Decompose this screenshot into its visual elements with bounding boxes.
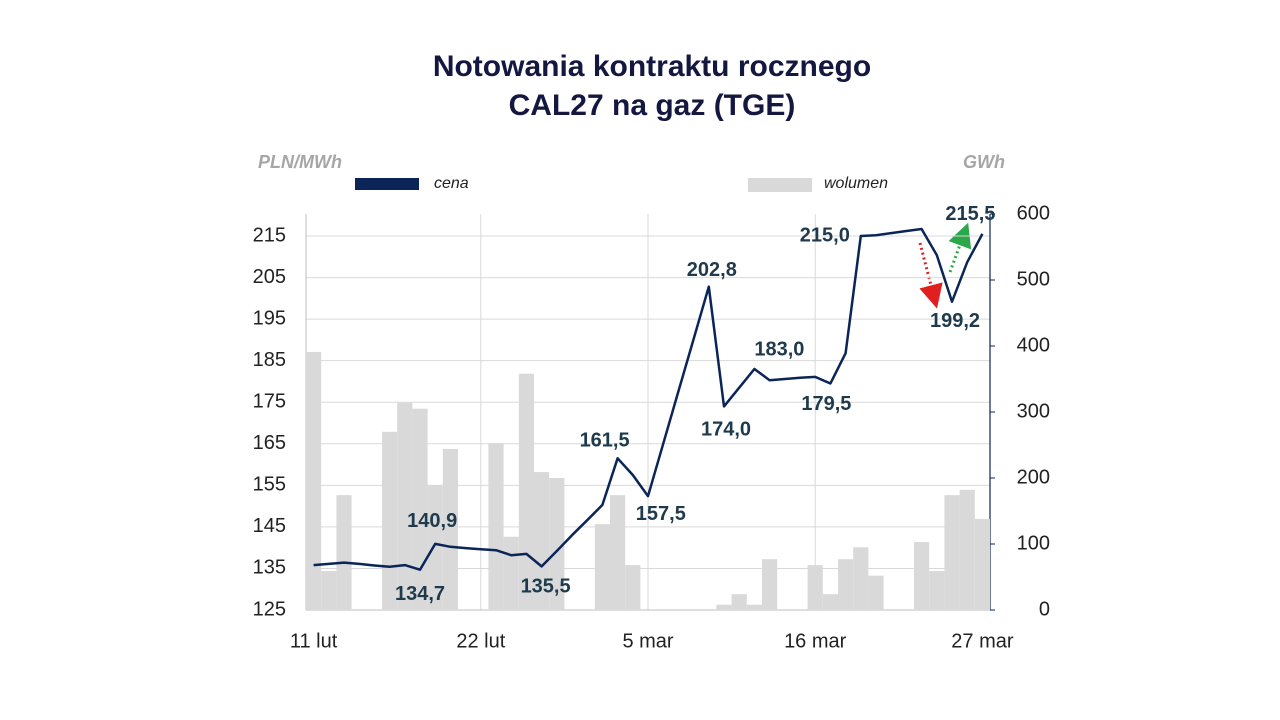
data-label: 134,7 bbox=[395, 583, 445, 605]
volume-bar bbox=[944, 495, 960, 610]
volume-bar bbox=[929, 571, 945, 610]
data-label: 179,5 bbox=[801, 393, 851, 415]
y2-tick-label: 500 bbox=[1017, 268, 1050, 290]
volume-bar bbox=[488, 443, 504, 610]
volume-bar bbox=[427, 485, 443, 610]
y-axis-title: PLN/MWh bbox=[258, 152, 342, 172]
data-label: 140,9 bbox=[407, 510, 457, 532]
y-tick-label: 145 bbox=[253, 515, 286, 537]
y2-tick-label: 300 bbox=[1017, 400, 1050, 422]
volume-bar bbox=[412, 408, 428, 610]
volume-bar bbox=[594, 524, 610, 610]
volume-bar bbox=[321, 571, 337, 610]
y-tick-label: 125 bbox=[253, 598, 286, 620]
volume-bar bbox=[503, 536, 519, 610]
x-tick-label: 22 lut bbox=[456, 630, 505, 652]
y-tick-label: 195 bbox=[253, 307, 286, 329]
volume-bar bbox=[336, 495, 352, 610]
volume-bar bbox=[914, 542, 930, 610]
volume-bar bbox=[610, 495, 626, 610]
volume-bar bbox=[534, 472, 550, 610]
chart-title: Notowania kontraktu rocznego bbox=[433, 50, 871, 83]
x-tick-label: 5 mar bbox=[622, 630, 673, 652]
chart-title: CAL27 na gaz (TGE) bbox=[509, 89, 796, 122]
volume-bar bbox=[838, 559, 854, 610]
x-tick-label: 16 mar bbox=[784, 630, 847, 652]
price-line bbox=[313, 227, 984, 571]
volume-bar bbox=[853, 547, 869, 610]
data-label: 135,5 bbox=[521, 576, 571, 598]
y2-axis-title: GWh bbox=[963, 152, 1005, 172]
y-tick-label: 155 bbox=[253, 474, 286, 496]
legend-swatch bbox=[355, 178, 419, 190]
arrow-up bbox=[948, 222, 972, 273]
volume-bar bbox=[807, 565, 823, 610]
data-label: 215,0 bbox=[800, 224, 850, 246]
volume-bar bbox=[746, 604, 762, 610]
volume-bar bbox=[442, 448, 458, 610]
data-label: 199,2 bbox=[930, 310, 980, 332]
volume-bar bbox=[397, 402, 413, 610]
volume-bar bbox=[716, 604, 732, 610]
y2-tick-label: 600 bbox=[1017, 202, 1050, 224]
volume-bar bbox=[625, 565, 641, 610]
data-label: 161,5 bbox=[580, 430, 630, 452]
volume-bar bbox=[549, 478, 565, 610]
y-tick-label: 165 bbox=[253, 432, 286, 454]
data-label: 215,5 bbox=[945, 203, 995, 225]
volume-bar bbox=[762, 559, 778, 610]
x-tick-label: 27 mar bbox=[951, 630, 1014, 652]
y-tick-label: 185 bbox=[253, 349, 286, 371]
legend-swatch bbox=[748, 178, 812, 192]
volume-bar bbox=[822, 594, 838, 610]
y-tick-label: 135 bbox=[253, 557, 286, 579]
y-tick-label: 215 bbox=[253, 224, 286, 246]
y2-tick-label: 200 bbox=[1017, 466, 1050, 488]
x-tick-label: 11 lut bbox=[290, 630, 338, 652]
volume-bar bbox=[974, 518, 990, 610]
arrow-down bbox=[918, 242, 943, 309]
y-tick-label: 175 bbox=[253, 391, 286, 413]
volume-bar bbox=[731, 594, 747, 610]
y2-tick-label: 100 bbox=[1017, 532, 1050, 554]
legend-label: cena bbox=[434, 175, 469, 192]
y2-tick-label: 0 bbox=[1039, 598, 1050, 620]
y-tick-label: 205 bbox=[253, 266, 286, 288]
data-label: 157,5 bbox=[636, 503, 686, 525]
legend-label: wolumen bbox=[824, 175, 888, 192]
volume-bar bbox=[959, 489, 975, 610]
volume-bar bbox=[518, 373, 534, 610]
volume-bar bbox=[868, 575, 884, 610]
data-label: 202,8 bbox=[687, 259, 737, 281]
volume-bar bbox=[306, 351, 322, 610]
y2-tick-label: 400 bbox=[1017, 334, 1050, 356]
data-label: 174,0 bbox=[701, 419, 751, 441]
data-label: 183,0 bbox=[754, 338, 804, 360]
